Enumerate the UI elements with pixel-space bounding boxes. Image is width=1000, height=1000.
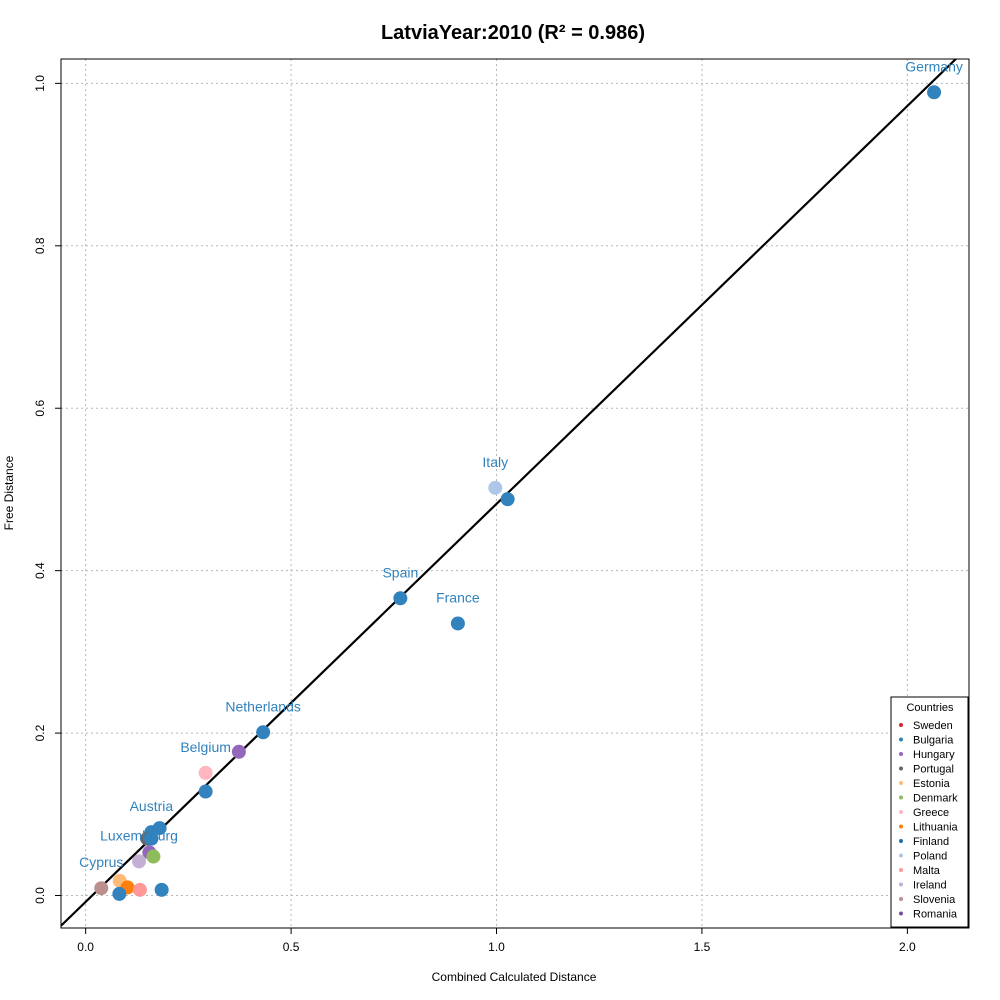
legend-swatch: [899, 882, 903, 887]
legend-entry-label: Romania: [913, 909, 958, 921]
legend-entry-label: Slovenia: [913, 894, 956, 906]
chart-title: LatviaYear:2010 (R² = 0.986): [381, 22, 645, 44]
x-tick-label: 1.0: [488, 940, 505, 954]
point-label: Cyprus: [79, 854, 123, 870]
legend-entry-label: Sweden: [913, 720, 953, 732]
data-point: [144, 831, 159, 846]
legend-swatch: [899, 766, 903, 771]
point-label: Germany: [905, 58, 963, 74]
y-tick-label: 1.0: [33, 75, 47, 92]
grid: [61, 59, 969, 928]
regression-line: [61, 59, 958, 927]
data-point: [154, 882, 169, 897]
point-label: Spain: [382, 564, 418, 580]
legend: Countries Sweden Bulgaria Hungary Portugal E…: [890, 696, 969, 928]
data-point: [927, 85, 942, 100]
legend-swatch: [899, 781, 903, 785]
y-tick-label: 0.2: [33, 724, 47, 741]
legend-swatch: [899, 795, 903, 800]
x-tick-label: 2.0: [899, 940, 916, 954]
legend-swatch: [899, 868, 903, 872]
legend-entry-label: Ireland: [913, 880, 947, 892]
legend-swatch: [899, 824, 903, 829]
data-point: [146, 849, 161, 864]
x-tick-label: 1.5: [694, 940, 711, 954]
x-axis: 0.0 0.5 1.0 1.5 2.0: [77, 928, 916, 954]
legend-entry-label: Malta: [913, 865, 941, 877]
y-tick-label: 0.8: [33, 237, 47, 254]
point-label: Netherlands: [225, 698, 301, 714]
x-tick-label: 0.0: [77, 940, 94, 954]
point-labels-layer: Germany Italy Spain France Netherlands Belgiu…: [79, 58, 963, 870]
legend-entry-label: Lithuania: [913, 822, 959, 834]
x-axis-label: Combined Calculated Distance: [432, 970, 597, 984]
legend-entry-label: Portugal: [913, 764, 954, 776]
point-label: Luxembourg: [100, 827, 178, 843]
legend-swatch: [899, 853, 903, 858]
legend-swatch: [899, 752, 903, 756]
plot-frame: [60, 58, 970, 929]
legend-swatch: [899, 737, 903, 742]
point-label: France: [436, 589, 480, 605]
data-point: [500, 492, 515, 507]
data-point: [231, 744, 246, 759]
legend-swatch: [899, 911, 903, 916]
data-point: [488, 480, 503, 495]
legend-swatch: [899, 839, 903, 843]
y-tick-label: 0.6: [33, 400, 47, 417]
data-point: [94, 881, 109, 896]
legend-title: Countries: [906, 702, 954, 714]
y-axis-label: Free Distance: [2, 455, 16, 530]
data-point: [132, 882, 147, 897]
legend-entry-label: Estonia: [913, 778, 951, 790]
legend-entry-label: Poland: [913, 851, 947, 863]
legend-entry-label: Bulgaria: [913, 735, 954, 747]
legend-swatch: [899, 723, 903, 727]
data-point: [450, 616, 465, 631]
data-point: [198, 765, 213, 780]
point-label: Belgium: [180, 739, 231, 755]
data-point: [393, 591, 408, 606]
y-axis: 0.0 0.2 0.4 0.6 0.8 1.0: [33, 75, 61, 904]
data-point: [112, 886, 127, 901]
data-point: [256, 725, 271, 740]
legend-entry-label: Greece: [913, 807, 949, 819]
data-point: [198, 784, 213, 799]
legend-swatch: [899, 810, 903, 814]
data-point: [132, 854, 147, 869]
fit-line-layer: [61, 59, 958, 927]
legend-entry-label: Hungary: [913, 749, 955, 761]
legend-entry-label: Finland: [913, 836, 949, 848]
point-label: Austria: [130, 798, 174, 814]
legend-box: [890, 696, 969, 928]
points-layer: [94, 85, 942, 901]
y-tick-label: 0.0: [33, 887, 47, 904]
x-tick-label: 0.5: [283, 940, 300, 954]
point-label: Italy: [482, 454, 508, 470]
legend-swatch: [899, 897, 903, 901]
legend-entry-label: Denmark: [913, 793, 958, 805]
y-tick-label: 0.4: [33, 562, 47, 579]
